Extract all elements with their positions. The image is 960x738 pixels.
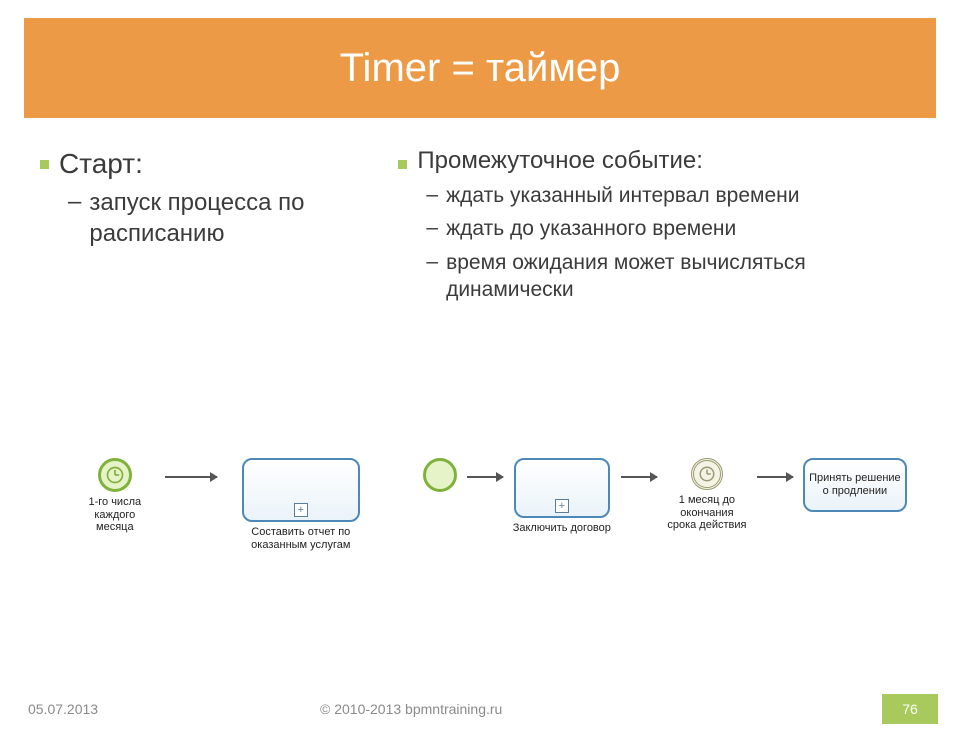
content-columns: Старт: –запуск процесса по расписанию Пр… bbox=[0, 118, 960, 309]
diagram-right: + Заключить договор 1 месяц до окончания… bbox=[410, 458, 920, 551]
task-box: Принять решение о продлении bbox=[803, 458, 907, 512]
sequence-flow bbox=[757, 458, 793, 494]
sequence-flow bbox=[165, 458, 217, 494]
diagrams-row: 1-го числа каждого месяца + Составить от… bbox=[0, 458, 960, 551]
clock-icon bbox=[698, 465, 716, 483]
start-event bbox=[423, 458, 457, 492]
slide-title: Timer = таймер bbox=[340, 46, 621, 91]
timer-intermediate-circle bbox=[691, 458, 723, 490]
diagram-left: 1-го числа каждого месяца + Составить от… bbox=[40, 458, 410, 551]
arrow-icon bbox=[621, 476, 657, 478]
list-item: –время ожидания может вычисляться динами… bbox=[426, 249, 920, 304]
sequence-flow bbox=[621, 458, 657, 494]
arrow-icon bbox=[165, 476, 217, 478]
task-inner-label: Принять решение о продлении bbox=[805, 468, 905, 501]
task-node: + Составить отчет по оказанным услугам bbox=[227, 458, 375, 551]
timer-label: 1 месяц до окончания срока действия bbox=[667, 494, 747, 532]
dash-icon: – bbox=[426, 215, 438, 241]
expand-icon: + bbox=[555, 499, 569, 513]
footer-date: 05.07.2013 bbox=[0, 701, 320, 717]
right-heading-row: Промежуточное событие: bbox=[398, 146, 920, 176]
dash-icon: – bbox=[426, 182, 438, 208]
expand-icon: + bbox=[294, 503, 308, 517]
timer-start-label: 1-го числа каждого месяца bbox=[75, 496, 155, 534]
left-sub-list: –запуск процесса по расписанию bbox=[68, 187, 374, 249]
list-item: –ждать указанный интервал времени bbox=[426, 182, 920, 209]
right-column: Промежуточное событие: –ждать указанный … bbox=[398, 146, 920, 309]
timer-start-event: 1-го числа каждого месяца bbox=[75, 458, 155, 534]
dash-icon: – bbox=[68, 187, 81, 217]
timer-intermediate-event: 1 месяц до окончания срока действия bbox=[667, 458, 747, 532]
dash-icon: – bbox=[426, 249, 438, 275]
bullet-icon bbox=[40, 160, 49, 169]
arrow-icon bbox=[757, 476, 793, 478]
right-heading: Промежуточное событие: bbox=[417, 146, 703, 176]
left-column: Старт: –запуск процесса по расписанию bbox=[40, 146, 374, 309]
timer-start-circle bbox=[98, 458, 132, 492]
task-node: + Заключить договор bbox=[513, 458, 611, 535]
footer-copyright: © 2010-2013 bpmntraining.ru bbox=[320, 701, 882, 717]
title-bar: Timer = таймер bbox=[24, 18, 936, 118]
task-node: Принять решение о продлении bbox=[803, 458, 907, 512]
list-item-text: время ожидания может вычисляться динамич… bbox=[446, 249, 920, 304]
left-heading-row: Старт: bbox=[40, 146, 374, 181]
clock-icon bbox=[105, 465, 125, 485]
arrow-icon bbox=[467, 476, 503, 478]
list-item-text: ждать указанный интервал времени bbox=[446, 182, 799, 209]
bullet-icon bbox=[398, 160, 407, 169]
start-circle bbox=[423, 458, 457, 492]
list-item: –запуск процесса по расписанию bbox=[68, 187, 374, 249]
task-label: Составить отчет по оказанным услугам bbox=[227, 526, 375, 551]
subprocess-box: + bbox=[242, 458, 360, 522]
subprocess-box: + bbox=[514, 458, 610, 518]
list-item-text: запуск процесса по расписанию bbox=[89, 187, 374, 249]
right-sub-list: –ждать указанный интервал времени–ждать … bbox=[426, 182, 920, 303]
list-item: –ждать до указанного времени bbox=[426, 215, 920, 242]
sequence-flow bbox=[467, 458, 503, 494]
list-item-text: ждать до указанного времени bbox=[446, 215, 736, 242]
task-label: Заключить договор bbox=[513, 522, 611, 535]
left-heading: Старт: bbox=[59, 146, 143, 181]
